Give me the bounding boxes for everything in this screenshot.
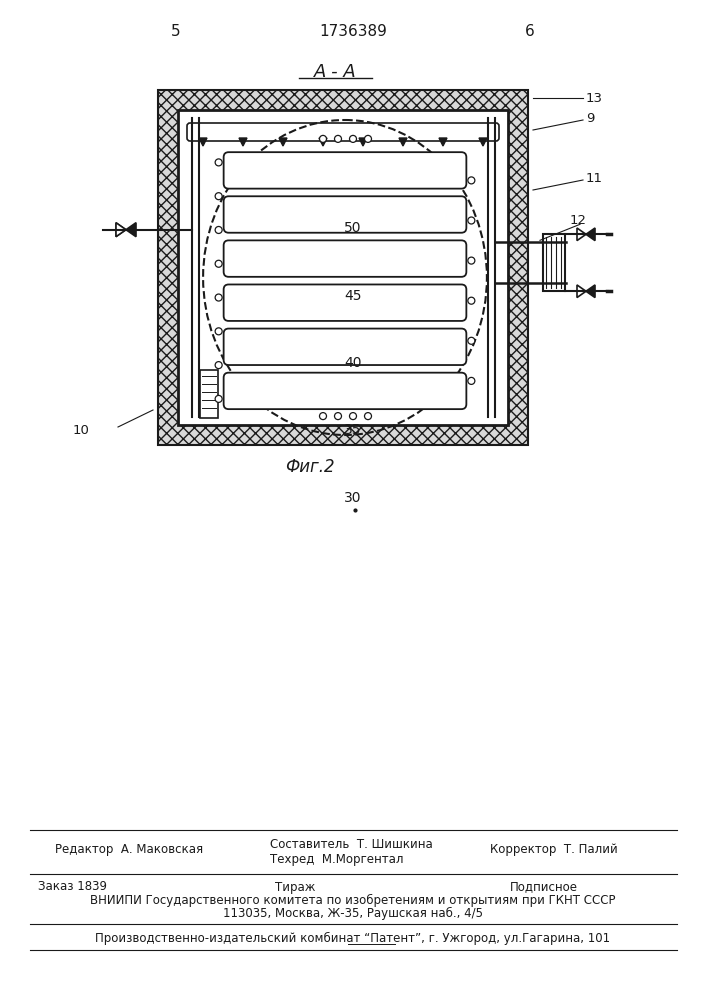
Polygon shape: [586, 285, 595, 298]
Polygon shape: [239, 138, 247, 146]
Text: 1736389: 1736389: [319, 24, 387, 39]
Circle shape: [365, 135, 371, 142]
Polygon shape: [479, 138, 487, 146]
Circle shape: [215, 193, 222, 200]
Text: 40: 40: [344, 356, 362, 370]
FancyBboxPatch shape: [223, 284, 467, 321]
Polygon shape: [577, 285, 586, 298]
FancyBboxPatch shape: [223, 152, 467, 189]
Polygon shape: [116, 223, 126, 237]
Text: A - A: A - A: [314, 63, 356, 81]
Text: 35: 35: [344, 423, 362, 437]
Polygon shape: [126, 223, 136, 237]
Circle shape: [320, 413, 327, 420]
Text: Подписное: Подписное: [510, 880, 578, 894]
Circle shape: [334, 135, 341, 142]
Polygon shape: [399, 138, 407, 146]
Bar: [158, 90, 528, 445]
Bar: [158, 90, 528, 445]
FancyBboxPatch shape: [223, 240, 467, 277]
FancyBboxPatch shape: [223, 373, 467, 409]
Polygon shape: [199, 138, 207, 146]
Circle shape: [468, 177, 475, 184]
Text: 11: 11: [586, 172, 603, 184]
Circle shape: [215, 395, 222, 402]
Text: 13: 13: [586, 92, 603, 104]
Circle shape: [468, 217, 475, 224]
Circle shape: [215, 362, 222, 369]
Circle shape: [215, 328, 222, 335]
Polygon shape: [279, 138, 287, 146]
Circle shape: [334, 413, 341, 420]
Text: 45: 45: [344, 289, 362, 303]
Text: Тираж: Тираж: [275, 880, 315, 894]
Text: Корректор  Т. Палий: Корректор Т. Палий: [490, 844, 618, 856]
Circle shape: [215, 159, 222, 166]
Bar: [200, 370, 218, 418]
Text: Техред  М.Моргентал: Техред М.Моргентал: [270, 854, 404, 866]
Circle shape: [468, 297, 475, 304]
Text: 6: 6: [525, 24, 535, 39]
Circle shape: [349, 135, 356, 142]
FancyBboxPatch shape: [187, 123, 499, 141]
Circle shape: [320, 135, 327, 142]
Circle shape: [349, 413, 356, 420]
Text: 10: 10: [73, 424, 90, 436]
Polygon shape: [359, 138, 367, 146]
Polygon shape: [116, 223, 126, 237]
Polygon shape: [319, 138, 327, 146]
Text: 5: 5: [171, 24, 181, 39]
Text: ВНИИПИ Государственного комитета по изобретениям и открытиям при ГКНТ СССР: ВНИИПИ Государственного комитета по изоб…: [90, 893, 616, 907]
FancyBboxPatch shape: [223, 196, 467, 233]
Polygon shape: [586, 228, 595, 241]
Circle shape: [468, 377, 475, 384]
Polygon shape: [577, 228, 586, 241]
Text: Составитель  Т. Шишкина: Составитель Т. Шишкина: [270, 838, 433, 850]
Circle shape: [215, 226, 222, 233]
Text: Производственно-издательский комбинат “Патент”, г. Ужгород, ул.Гагарина, 101: Производственно-издательский комбинат “П…: [95, 931, 611, 945]
Text: 30: 30: [344, 491, 362, 505]
Text: Редактор  А. Маковская: Редактор А. Маковская: [55, 844, 203, 856]
Text: Фиг.2: Фиг.2: [285, 458, 335, 476]
Bar: [543, 234, 565, 291]
Text: 113035, Москва, Ж-35, Раушская наб., 4/5: 113035, Москва, Ж-35, Раушская наб., 4/5: [223, 906, 483, 920]
Circle shape: [215, 294, 222, 301]
Text: 12: 12: [570, 214, 587, 227]
Circle shape: [365, 413, 371, 420]
Polygon shape: [126, 223, 136, 237]
Polygon shape: [439, 138, 447, 146]
Circle shape: [468, 337, 475, 344]
Text: 50: 50: [344, 221, 362, 235]
FancyBboxPatch shape: [223, 329, 467, 365]
Text: 9: 9: [586, 111, 595, 124]
Bar: [178, 110, 508, 425]
Text: Заказ 1839: Заказ 1839: [38, 880, 107, 894]
Circle shape: [215, 260, 222, 267]
Circle shape: [468, 257, 475, 264]
